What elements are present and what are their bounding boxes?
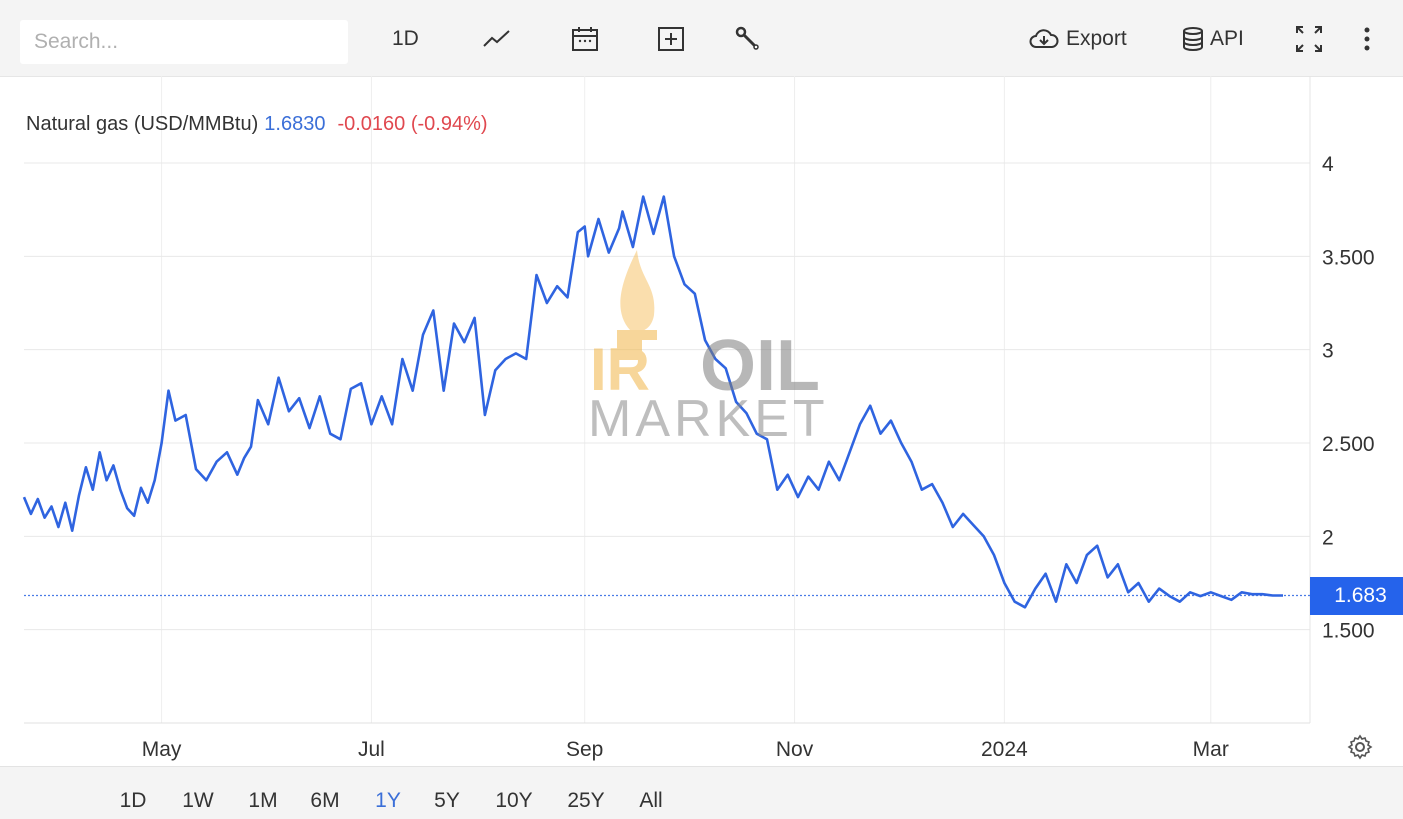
range-bar bbox=[0, 766, 1403, 819]
api-label: API bbox=[1210, 27, 1244, 50]
tools-button[interactable] bbox=[734, 18, 762, 60]
cloud-download-icon bbox=[1028, 27, 1060, 51]
y-tick-label: 2.500 bbox=[1322, 433, 1375, 456]
range-button-5y[interactable]: 5Y bbox=[434, 789, 460, 812]
y-tick-label: 2 bbox=[1322, 526, 1334, 549]
more-button[interactable] bbox=[1362, 18, 1372, 60]
x-tick-label: 2024 bbox=[981, 738, 1028, 761]
last-price-value: 1.683 bbox=[1334, 583, 1387, 607]
fullscreen-icon bbox=[1294, 24, 1324, 54]
y-tick-label: 3 bbox=[1322, 340, 1334, 363]
series-change: -0.0160 (-0.94%) bbox=[337, 113, 488, 135]
api-button[interactable]: API bbox=[1182, 18, 1244, 60]
range-button-1m[interactable]: 1M bbox=[248, 789, 278, 812]
x-tick-label: May bbox=[142, 738, 182, 761]
x-tick-label: Mar bbox=[1193, 738, 1229, 761]
calendar-icon bbox=[570, 24, 600, 54]
interval-label: 1D bbox=[392, 27, 419, 50]
compare-button[interactable] bbox=[656, 18, 686, 60]
gear-icon bbox=[1346, 734, 1374, 765]
range-button-6m[interactable]: 6M bbox=[310, 789, 340, 812]
range-button-25y[interactable]: 25Y bbox=[567, 789, 605, 812]
last-price-badge: 1.683 bbox=[1310, 576, 1403, 615]
series-name: Natural gas (USD/MMBtu) bbox=[26, 113, 259, 135]
y-tick-label: 1.500 bbox=[1322, 620, 1375, 643]
date-range-button[interactable] bbox=[570, 18, 600, 60]
fullscreen-button[interactable] bbox=[1294, 18, 1324, 60]
search-input[interactable] bbox=[20, 20, 348, 64]
y-tick-label: 3.500 bbox=[1322, 246, 1375, 269]
price-series-line bbox=[22, 195, 1283, 609]
range-button-1d[interactable]: 1D bbox=[119, 789, 147, 812]
toolbar: 1D Export API bbox=[0, 0, 1403, 77]
range-button-all[interactable]: All bbox=[639, 789, 663, 812]
series-last-value: 1.6830 bbox=[264, 113, 326, 135]
y-tick-label: 4 bbox=[1322, 153, 1334, 176]
more-vertical-icon bbox=[1362, 25, 1372, 53]
interval-button[interactable]: 1D bbox=[392, 18, 419, 60]
series-legend: Natural gas (USD/MMBtu) 1.6830 -0.0160 (-0… bbox=[26, 113, 488, 136]
x-tick-label: Jul bbox=[358, 738, 385, 761]
range-button-10y[interactable]: 10Y bbox=[495, 789, 533, 812]
chart-type-button[interactable] bbox=[482, 18, 512, 60]
line-chart-icon bbox=[482, 28, 512, 50]
settings-button[interactable] bbox=[1346, 733, 1374, 761]
database-icon bbox=[1182, 26, 1204, 52]
export-label: Export bbox=[1066, 27, 1127, 50]
range-button-1w[interactable]: 1W bbox=[182, 789, 214, 812]
plus-box-icon bbox=[656, 24, 686, 54]
range-button-1y[interactable]: 1Y bbox=[375, 789, 401, 812]
x-tick-label: Sep bbox=[566, 738, 603, 761]
price-chart[interactable]: 1.500 2 2.500 3 3.500 4 May Jul Sep Nov 2024 Mar bbox=[0, 76, 1403, 766]
export-button[interactable]: Export bbox=[1028, 18, 1127, 60]
x-tick-label: Nov bbox=[776, 738, 814, 761]
wrench-icon bbox=[734, 25, 762, 53]
